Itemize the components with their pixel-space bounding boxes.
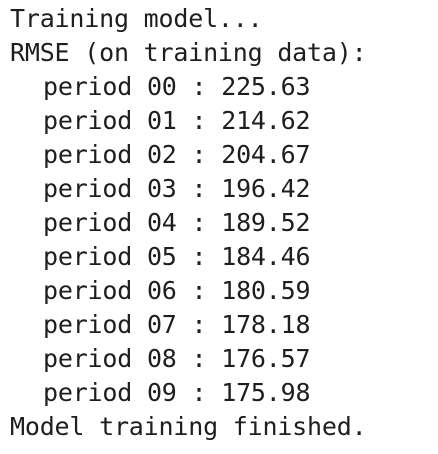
period-line: period 03 : 196.42: [43, 174, 311, 203]
period-line: period 06 : 180.59: [43, 276, 311, 305]
period-line: period 04 : 189.52: [43, 208, 311, 237]
console-output: Training model... RMSE (on training data…: [10, 0, 436, 454]
training-status-line: Training model...: [10, 4, 263, 33]
training-finished-line: Model training finished.: [10, 412, 367, 441]
period-line: period 05 : 184.46: [43, 242, 311, 271]
period-line: period 00 : 225.63: [43, 72, 311, 101]
period-line: period 07 : 178.18: [43, 310, 311, 339]
period-line: period 01 : 214.62: [43, 106, 311, 135]
period-line: period 08 : 176.57: [43, 344, 311, 373]
period-line: period 02 : 204.67: [43, 140, 311, 169]
period-line: period 09 : 175.98: [43, 378, 311, 407]
rmse-heading-line: RMSE (on training data):: [10, 38, 367, 67]
